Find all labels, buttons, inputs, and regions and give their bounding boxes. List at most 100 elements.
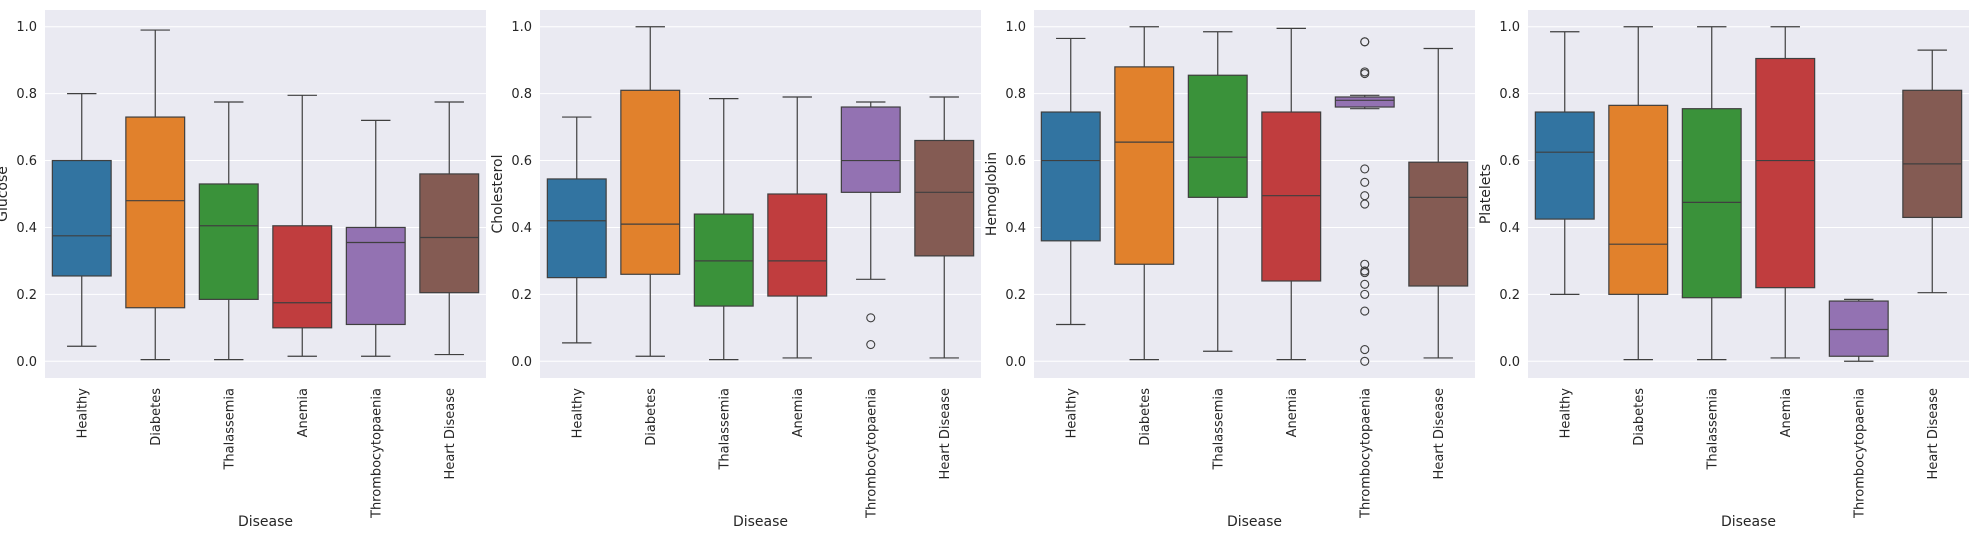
outlier-point — [866, 313, 876, 323]
x-tick-label: Thrombocytopaenia — [864, 388, 879, 519]
box-thrombocytopaenia — [840, 101, 901, 350]
y-axis-label: Platelets — [1478, 164, 1494, 224]
y-tick-label: 0.8 — [1005, 87, 1026, 102]
x-axis-label: Disease — [1721, 514, 1776, 530]
box-heart-disease — [419, 101, 480, 356]
box-iqr — [1334, 96, 1395, 108]
outlier-point — [1360, 177, 1370, 187]
x-tick-label: Thalassemia — [1705, 388, 1720, 471]
chart-panel-3: 0.0 0.2 0.4 0.6 0.8 1.0 Hemoglobin Disease Healt… — [984, 10, 1475, 530]
y-tick-label: 1.0 — [1499, 20, 1520, 35]
y-tick-label: 1.0 — [511, 20, 532, 35]
y-tick-label: 0.4 — [511, 221, 532, 236]
x-tick-label: Healthy — [1558, 388, 1573, 439]
box-iqr — [419, 173, 480, 294]
outlier-point — [1360, 268, 1370, 278]
box-anemia — [1755, 26, 1816, 359]
box-iqr — [1608, 104, 1669, 295]
box-iqr — [345, 226, 406, 326]
outlier-point — [1360, 356, 1370, 366]
outlier-point — [866, 339, 876, 350]
box-iqr — [914, 139, 975, 257]
x-tick-label: Healthy — [570, 388, 585, 439]
box-healthy — [51, 93, 112, 347]
box-iqr — [1408, 161, 1469, 287]
box-iqr — [1040, 111, 1101, 242]
outlier-point — [1360, 69, 1370, 79]
x-tick-label: Diabetes — [1138, 388, 1153, 446]
y-tick-label: 0.8 — [16, 87, 37, 102]
y-tick-label: 0.0 — [1005, 355, 1026, 370]
chart-panel-2: 0.0 0.2 0.4 0.6 0.8 1.0 Cholesterol Disease Heal… — [490, 10, 981, 530]
box-healthy — [1040, 37, 1101, 326]
outlier-point — [1360, 37, 1370, 47]
box-iqr — [51, 159, 112, 277]
box-iqr — [1755, 57, 1816, 289]
x-tick-label: Anemia — [791, 388, 806, 437]
box-iqr — [1681, 108, 1742, 299]
y-tick-label: 0.2 — [1005, 288, 1026, 303]
box-iqr — [272, 225, 333, 329]
box-iqr — [1534, 111, 1595, 220]
y-tick-label: 0.0 — [16, 355, 37, 370]
y-tick-label: 0.4 — [16, 221, 37, 236]
x-axis-label: Disease — [238, 514, 293, 530]
outlier-point — [1360, 289, 1370, 299]
box-iqr — [198, 183, 259, 300]
y-tick-label: 0.0 — [1499, 355, 1520, 370]
box-diabetes — [125, 29, 186, 361]
chart-panel-1: 0.0 0.2 0.4 0.6 0.8 1.0 Glucose Disease Healthy D… — [0, 10, 486, 530]
y-tick-label: 0.4 — [1005, 221, 1026, 236]
x-tick-label: Anemia — [1285, 388, 1300, 437]
y-axis-label: Cholesterol — [490, 154, 506, 233]
plot-area — [45, 10, 486, 378]
box-iqr — [840, 106, 901, 193]
x-tick-label: Anemia — [296, 388, 311, 437]
box-diabetes — [1114, 26, 1175, 361]
y-tick-label: 0.8 — [511, 87, 532, 102]
box-thalassemia — [198, 101, 259, 361]
x-tick-label: Heart Disease — [1432, 388, 1447, 479]
y-tick-label: 1.0 — [16, 20, 37, 35]
box-thrombocytopaenia — [1828, 298, 1889, 362]
y-axis-label: Hemoglobin — [984, 152, 1000, 236]
box-iqr — [693, 213, 754, 307]
y-tick-label: 0.6 — [1005, 154, 1026, 169]
x-tick-label: Thalassemia — [1211, 388, 1226, 471]
box-diabetes — [1608, 26, 1669, 361]
x-tick-label: Heart Disease — [938, 388, 953, 479]
x-tick-label: Diabetes — [644, 388, 659, 446]
box-healthy — [1534, 31, 1595, 295]
box-thrombocytopaenia — [345, 119, 406, 357]
x-tick-label: Diabetes — [149, 388, 164, 446]
box-iqr — [546, 178, 607, 279]
box-healthy — [546, 116, 607, 344]
y-axis-label: Glucose — [0, 166, 11, 222]
x-tick-label: Thrombocytopaenia — [1852, 388, 1867, 519]
outlier-point — [1360, 345, 1370, 355]
box-thalassemia — [1187, 31, 1248, 352]
chart-panel-4: 0.0 0.2 0.4 0.6 0.8 1.0 Platelets Disease Health… — [1478, 10, 1969, 530]
y-tick-label: 0.8 — [1499, 87, 1520, 102]
box-anemia — [1261, 27, 1322, 361]
box-iqr — [125, 116, 186, 309]
outlier-point — [1360, 279, 1370, 289]
box-heart-disease — [1902, 49, 1963, 294]
plot-area — [540, 10, 981, 378]
y-tick-label: 0.6 — [511, 154, 532, 169]
box-thalassemia — [693, 98, 754, 361]
x-tick-label: Healthy — [1064, 388, 1079, 439]
outlier-point — [1360, 164, 1370, 174]
box-iqr — [1187, 74, 1248, 198]
box-iqr — [1114, 66, 1175, 265]
y-tick-label: 0.6 — [16, 154, 37, 169]
y-tick-label: 0.2 — [511, 288, 532, 303]
y-tick-label: 0.0 — [511, 355, 532, 370]
box-anemia — [272, 94, 333, 357]
x-tick-label: Heart Disease — [443, 388, 458, 479]
box-iqr — [620, 89, 681, 275]
box-thrombocytopaenia — [1334, 37, 1395, 366]
y-tick-label: 0.2 — [1499, 288, 1520, 303]
x-tick-label: Heart Disease — [1926, 388, 1941, 479]
